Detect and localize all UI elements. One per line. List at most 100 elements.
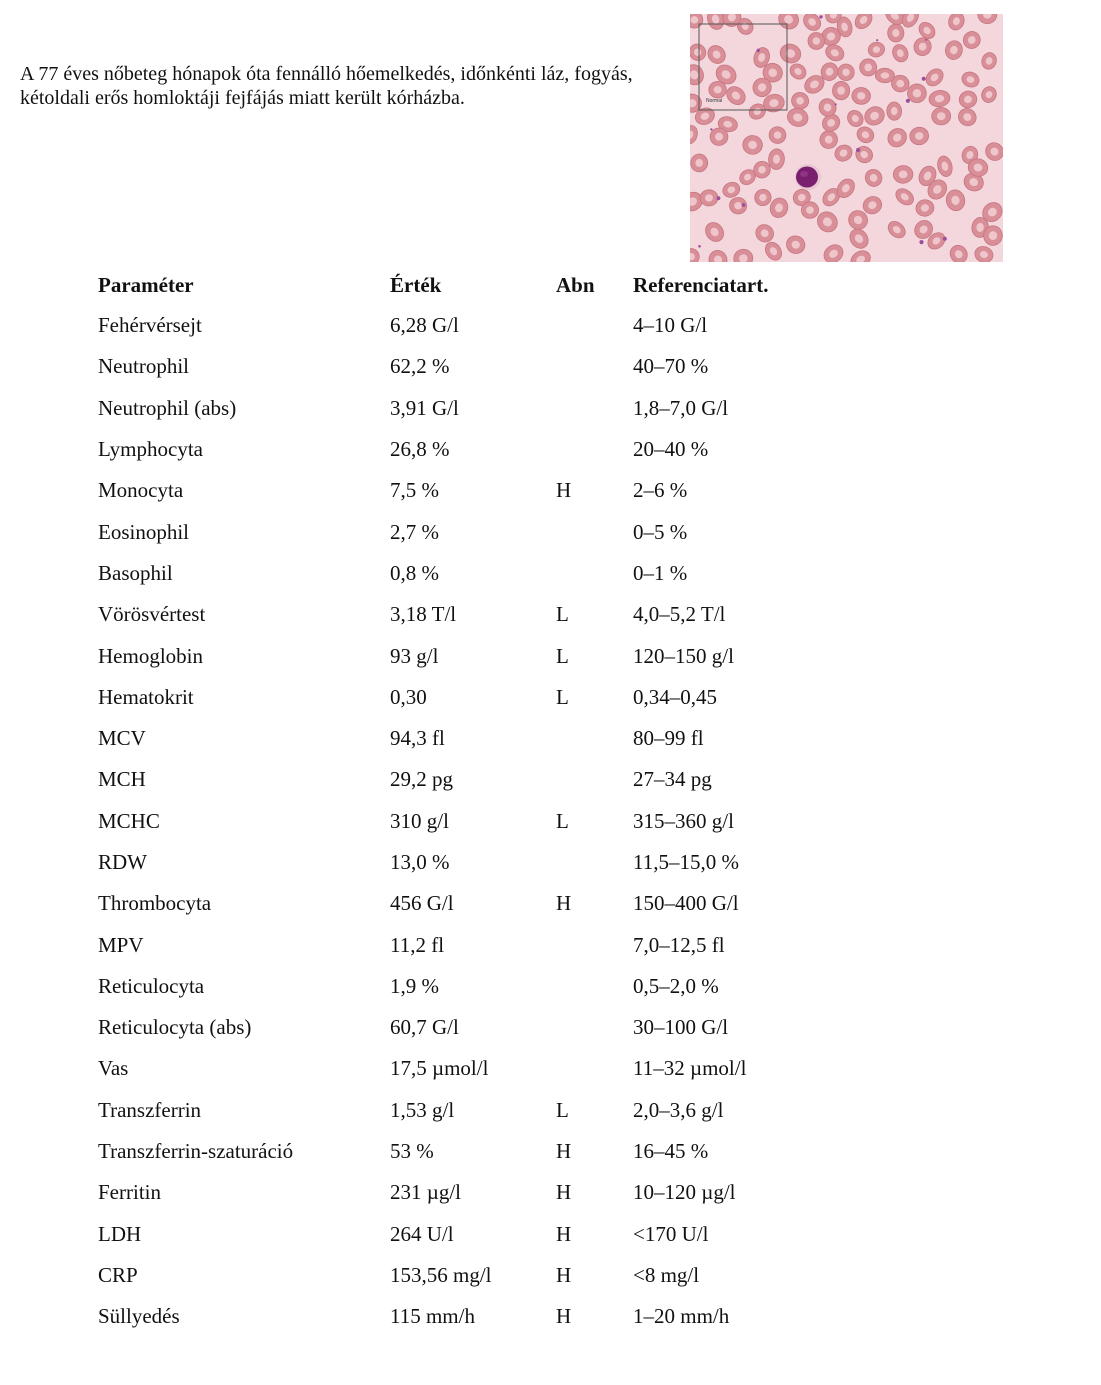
red-blood-cell — [859, 58, 878, 77]
red-blood-cell — [822, 114, 841, 132]
platelet — [905, 98, 910, 103]
table-row: Basophil 0,8 % 0–1 % — [98, 553, 893, 594]
red-blood-cell — [892, 44, 909, 63]
red-blood-cell — [789, 63, 807, 80]
red-blood-cell — [736, 18, 754, 35]
red-blood-cell — [887, 128, 907, 148]
table-row: Transzferrin 1,53 g/l L 2,0–3,6 g/l — [98, 1090, 893, 1131]
cell-reference: 315–360 g/l — [633, 808, 734, 833]
cell-abn: L — [556, 602, 569, 627]
red-blood-cell — [981, 86, 997, 103]
red-blood-cell — [887, 23, 905, 43]
cell-value: 1,53 g/l — [390, 1097, 455, 1122]
red-blood-cell — [765, 241, 782, 261]
cell-parameter: Ferritin — [98, 1180, 161, 1205]
red-blood-cell — [963, 172, 984, 192]
red-blood-cell — [909, 126, 929, 146]
red-blood-cell — [694, 107, 715, 125]
table-row: MCHC 310 g/l L 315–360 g/l — [98, 801, 893, 842]
lymphocyte-cell — [795, 164, 821, 190]
cell-parameter: Eosinophil — [98, 519, 190, 544]
blood-smear-image: Normal — [690, 14, 1003, 262]
red-blood-cell — [967, 158, 989, 177]
cell-parameter: RDW — [98, 850, 147, 874]
red-blood-cell — [825, 44, 845, 62]
cell-value: 7,5 % — [390, 478, 439, 503]
cell-abn: H — [556, 1304, 572, 1329]
cell-abn — [556, 718, 633, 759]
table-row: Vas 17,5 µmol/l 11–32 µmol/l — [98, 1048, 893, 1089]
red-blood-cell — [958, 108, 977, 127]
red-blood-cell — [753, 160, 771, 179]
cell-parameter: MCH — [98, 767, 146, 792]
table-header-row: Paraméter Érték Abn Referenciatart. — [98, 265, 893, 305]
cell-reference: <8 mg/l — [633, 1262, 700, 1287]
red-blood-cells — [690, 14, 1003, 262]
table-row: LDH 264 U/l H <170 U/l — [98, 1214, 893, 1255]
cell-abn: H — [556, 1180, 572, 1205]
cell-value: 264 U/l — [390, 1221, 454, 1246]
red-blood-cell — [742, 135, 763, 155]
red-blood-cell — [864, 169, 883, 187]
cell-abn: H — [556, 891, 572, 916]
red-blood-cell — [918, 22, 936, 39]
red-blood-cell — [851, 87, 871, 105]
red-blood-cell — [856, 126, 875, 144]
red-blood-cell — [837, 63, 855, 81]
cell-abn: L — [556, 684, 569, 709]
platelet — [856, 147, 861, 153]
cell-parameter: Transzferrin — [98, 1097, 202, 1122]
cell-value: 115 mm/h — [390, 1304, 475, 1329]
table-row: Reticulocyta (abs) 60,7 G/l 30–100 G/l — [98, 1007, 893, 1048]
table-row: Transzferrin-szaturáció 53 % H 16–45 % — [98, 1131, 893, 1172]
table-row: Hematokrit 0,30 L 0,34–0,45 — [98, 677, 893, 718]
platelet — [834, 103, 837, 106]
cell-parameter: Reticulocyta (abs) — [98, 1015, 252, 1040]
header-reference: Referenciatart. — [633, 272, 769, 297]
red-blood-cell — [762, 62, 783, 83]
red-blood-cell — [849, 228, 869, 249]
red-blood-cell — [937, 155, 953, 177]
red-blood-cell — [867, 41, 885, 58]
red-blood-cell — [763, 93, 785, 113]
cell-parameter: Lymphocyta — [98, 437, 203, 462]
table-row: Thrombocyta 456 G/l H 150–400 G/l — [98, 883, 893, 924]
red-blood-cell — [755, 224, 774, 243]
cell-value: 0,30 — [390, 684, 427, 709]
cell-reference: 4–10 G/l — [633, 313, 708, 338]
cell-value: 17,5 µmol/l — [390, 1056, 489, 1081]
table-row: Süllyedés 115 mm/h H 1–20 mm/h — [98, 1296, 893, 1337]
cell-reference: 0,5–2,0 % — [633, 973, 719, 998]
cell-reference: 4,0–5,2 T/l — [633, 602, 726, 627]
platelet — [921, 76, 926, 81]
red-blood-cell — [722, 14, 742, 27]
red-blood-cell — [803, 14, 822, 31]
red-blood-cell — [962, 31, 981, 49]
red-blood-cell — [807, 32, 826, 50]
cell-abn — [556, 388, 633, 429]
cell-abn — [556, 1007, 633, 1048]
red-blood-cell — [854, 14, 873, 30]
cell-reference: 1–20 mm/h — [633, 1304, 730, 1329]
red-blood-cell — [945, 40, 963, 60]
red-blood-cell — [913, 37, 932, 57]
cell-reference: 11–32 µmol/l — [633, 1056, 747, 1081]
red-blood-cell — [820, 62, 839, 81]
cell-abn — [556, 759, 633, 800]
red-blood-cell — [753, 47, 770, 68]
table-row: MCV 94,3 fl 80–99 fl — [98, 718, 893, 759]
cell-reference: <170 U/l — [633, 1221, 709, 1246]
red-blood-cell — [690, 248, 700, 262]
cell-abn — [556, 966, 633, 1007]
cell-abn: L — [556, 808, 569, 833]
cell-value: 11,2 fl — [390, 932, 445, 957]
platelet — [741, 203, 746, 207]
cell-reference: 7,0–12,5 fl — [633, 932, 725, 957]
cell-value: 231 µg/l — [390, 1180, 462, 1205]
table-row: Lymphocyta 26,8 % 20–40 % — [98, 429, 893, 470]
red-blood-cell — [949, 244, 968, 262]
cell-parameter: Transzferrin-szaturáció — [98, 1139, 294, 1164]
cell-abn — [556, 346, 633, 387]
table-row: MPV 11,2 fl 7,0–12,5 fl — [98, 924, 893, 965]
cell-value: 26,8 % — [390, 437, 450, 462]
